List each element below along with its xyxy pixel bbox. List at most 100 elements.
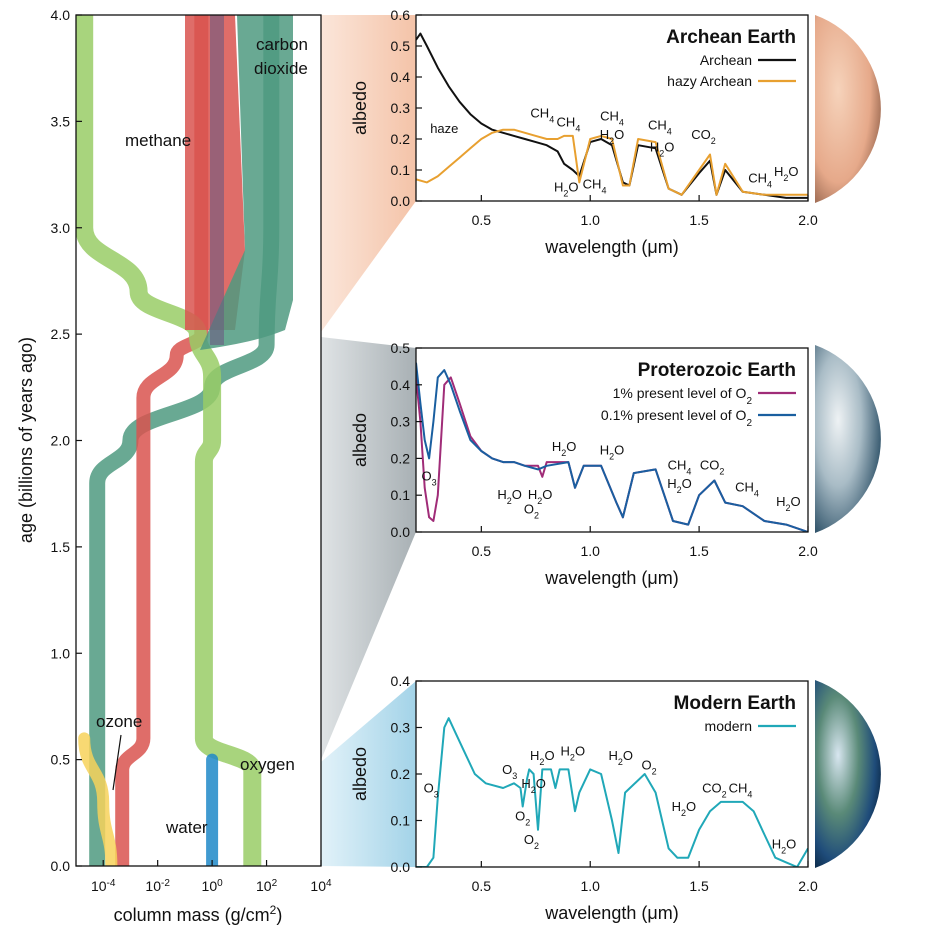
modern-panel: 0.5 1.0 1.5 2.0 0.0 0.1 0.2 0.3 0.4 albedo wavelen… [350,673,818,923]
proterozoic-title: Proterozoic Earth [638,360,796,381]
proterozoic-annotation: CH4 [735,480,759,499]
modern-annotation: H2O [561,743,586,762]
band-oxygen [76,15,262,866]
archean-series-group [416,32,808,199]
modern-series-modern [416,717,808,867]
modern-zoom-wedge [321,681,416,867]
archean-annotation: CO2 [691,127,716,146]
proterozoic-legend-label: 1% present level of O2 [613,385,753,407]
modern-xlabel: wavelength (μm) [544,903,678,923]
history-ytick-label: 0.0 [51,858,71,874]
proterozoic-annotation: H2O [552,439,577,458]
proterozoic-panel: 0.5 1.0 1.5 2.0 0.0 0.1 0.2 0.3 0.4 0.5 albedo wave… [350,340,818,588]
archean-annotation: H2O [774,164,799,183]
archean-panel: 0.5 1.0 1.5 2.0 0.0 0.1 0.2 0.3 0.4 0.5 0.6 albedo w… [350,7,818,257]
modern-xtick-label: 1.0 [580,878,600,894]
archean-xtick-label: 1.5 [689,212,709,228]
archean-ytick-label: 0.4 [391,69,411,85]
archean-annotation: H2O [554,180,579,199]
history-xlabel: column mass (g/cm2) [114,903,283,925]
proterozoic-annotation: O3 [421,468,436,487]
proterozoic-annotation: O2 [524,502,539,521]
archean-annotation: CH4 [557,115,581,134]
modern-annotation: CH4 [729,781,753,800]
history-xtick-label: 10-2 [145,878,170,895]
archean-annotation: CH4 [648,118,672,137]
proterozoic-annotation: H2O [776,494,801,513]
history-axes: 0.0 0.5 1.0 1.5 2.0 2.5 3.0 3.5 4.0 10-4 10-2 100 10… [51,7,332,894]
proterozoic-earth-image [815,345,881,533]
archean-xtick-label: 0.5 [472,212,492,228]
proterozoic-xlabel: wavelength (μm) [544,568,678,588]
modern-title: Modern Earth [674,693,796,714]
proterozoic-xtick-label: 1.5 [689,543,709,559]
proterozoic-annotation: H2O [528,487,553,506]
history-ylabel: age (billions of years ago) [16,337,36,543]
archean-annotation: CH4 [583,177,607,196]
modern-annotation: O3 [502,762,517,781]
archean-annotation: CH4 [600,108,624,127]
proterozoic-zoom-wedge [321,337,416,760]
proterozoic-annotation: H2O [497,487,522,506]
modern-annotation: H2O [772,836,797,855]
modern-annotation: H2O [672,799,697,818]
archean-annotation: haze [430,121,458,136]
archean-xtick-label: 1.0 [580,212,600,228]
proterozoic-ytick-label: 0.5 [391,340,411,356]
band-carbon-dioxide-envelope [200,15,293,350]
modern-annotation: H2O [521,776,546,795]
proterozoic-annotation: H2O [667,476,692,495]
archean-zoom-wedge [321,15,416,332]
archean-ytick-label: 0.2 [391,131,411,147]
history-ytick-label: 1.5 [51,539,71,555]
proterozoic-ytick-label: 0.0 [391,524,411,540]
archean-earth-image [815,15,881,203]
proterozoic-annotation: CO2 [700,457,725,476]
history-label-oxygen: oxygen [240,755,295,774]
proterozoic-annotation: CH4 [668,457,692,476]
proterozoic-ytick-label: 0.1 [391,487,411,503]
modern-annotation: O2 [641,757,656,776]
modern-ytick-label: 0.2 [391,766,411,782]
proterozoic-ytick-label: 0.4 [391,377,411,393]
archean-annotation: H2O [600,127,625,146]
archean-ytick-label: 0.3 [391,100,411,116]
modern-earth-image [815,680,881,868]
history-ytick-label: 0.5 [51,752,71,768]
archean-xlabel: wavelength (μm) [544,237,678,257]
proterozoic-series-0-1-present-level-of-o2 [416,362,808,532]
modern-ytick-label: 0.4 [391,673,411,689]
archean-series-hazy-archean [416,128,808,196]
ozone-pointer [112,734,122,791]
modern-annotation: H2O [608,748,633,767]
archean-ytick-label: 0.6 [391,7,411,23]
proterozoic-frame [415,347,809,533]
history-xtick-label: 104 [310,878,332,895]
archean-title: Archean Earth [666,27,796,48]
modern-ytick-label: 0.1 [391,813,411,829]
proterozoic-xtick-label: 2.0 [798,543,818,559]
modern-ytick-label: 0.0 [391,859,411,875]
history-ytick-label: 3.5 [51,113,71,129]
modern-annotation: CO2 [702,781,727,800]
history-xtick-label: 10-4 [91,878,116,895]
archean-ylabel: albedo [350,81,370,135]
history-xtick-label: 102 [256,878,278,895]
proterozoic-series-group [416,362,808,532]
modern-legend-label: modern [705,718,752,734]
history-ytick-label: 3.0 [51,220,71,236]
history-bands [76,15,293,866]
modern-ytick-label: 0.3 [391,720,411,736]
history-ytick-label: 2.5 [51,326,71,342]
modern-xtick-label: 2.0 [798,878,818,894]
archean-annotation: CH4 [530,105,554,124]
proterozoic-ytick-label: 0.3 [391,414,411,430]
history-label-ozone: ozone [96,712,142,731]
archean-legend-label: hazy Archean [667,73,752,89]
band-overlap [210,15,224,345]
archean-annotation: CH4 [748,170,772,189]
modern-annotation: O3 [424,781,439,800]
history-ytick-label: 2.0 [51,433,71,449]
